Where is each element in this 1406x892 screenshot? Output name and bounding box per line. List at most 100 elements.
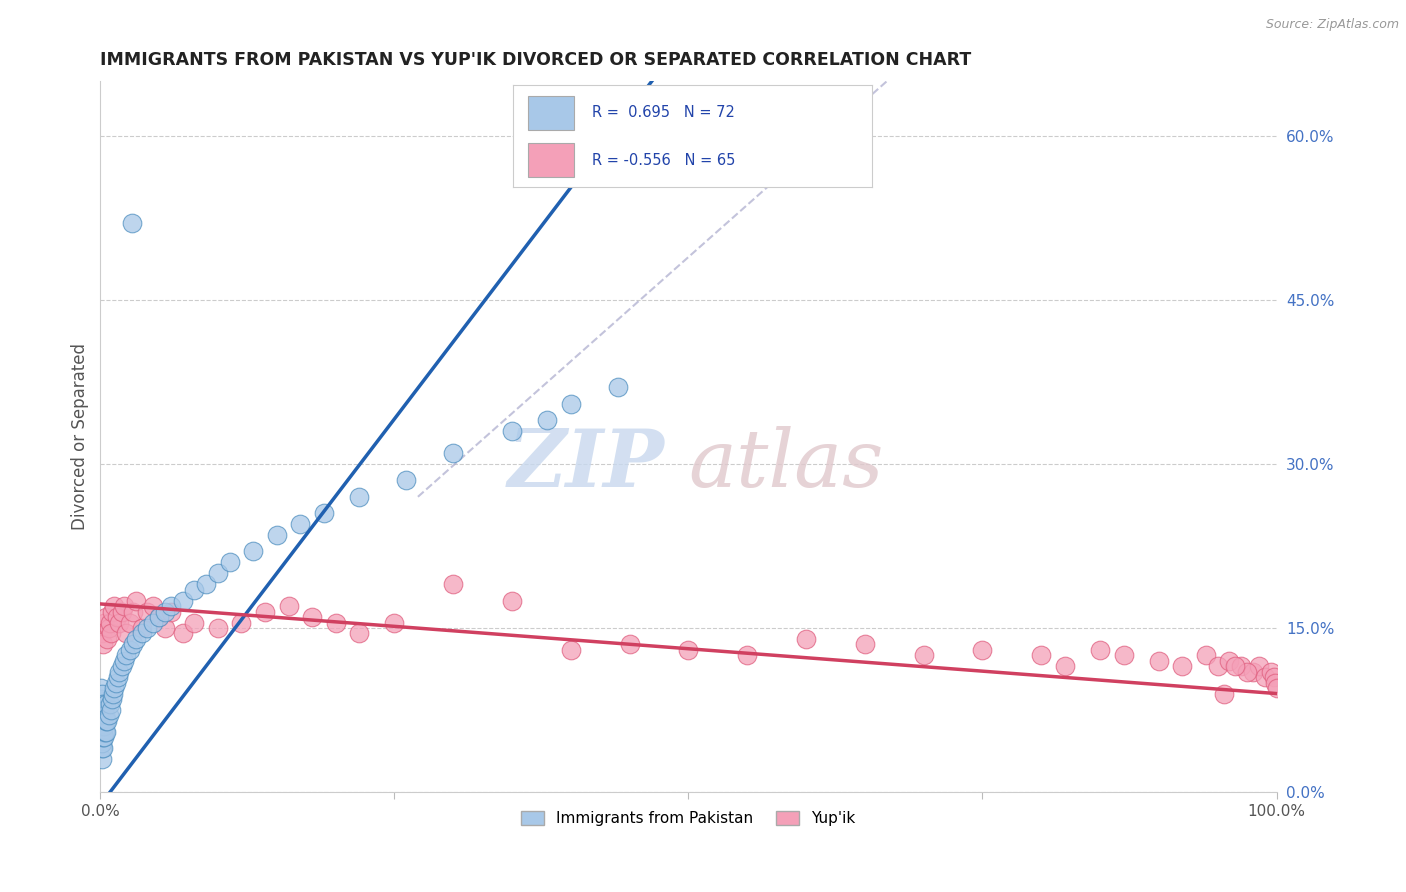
Point: [118, 643, 141, 657]
Point: [90, 687, 112, 701]
Point: [115, 626, 138, 640]
Point: [735, 648, 758, 663]
Point: [108, 665, 131, 679]
Point: [104, 675, 127, 690]
Point: [231, 615, 253, 630]
Point: [94, 708, 117, 723]
Point: [115, 648, 138, 663]
Point: [90, 736, 112, 750]
Text: ZIP: ZIP: [508, 426, 665, 504]
Point: [96, 610, 118, 624]
Point: [794, 632, 817, 646]
Point: [93, 703, 115, 717]
Point: [395, 474, 418, 488]
Point: [183, 582, 205, 597]
Text: R = -0.556   N = 65: R = -0.556 N = 65: [592, 153, 735, 168]
Point: [91, 708, 114, 723]
Point: [207, 566, 229, 581]
Point: [90, 714, 112, 728]
Y-axis label: Divorced or Separated: Divorced or Separated: [72, 343, 89, 530]
Point: [103, 687, 125, 701]
Point: [148, 610, 170, 624]
Point: [131, 621, 153, 635]
Point: [277, 599, 299, 613]
Point: [90, 741, 112, 756]
Point: [124, 593, 146, 607]
Point: [160, 599, 183, 613]
Point: [96, 714, 118, 728]
Point: [107, 670, 129, 684]
Point: [912, 648, 935, 663]
Point: [1218, 654, 1240, 668]
Point: [101, 605, 124, 619]
Point: [94, 724, 117, 739]
Point: [110, 659, 132, 673]
Point: [90, 703, 112, 717]
Point: [90, 724, 112, 739]
Point: [101, 692, 124, 706]
Point: [90, 681, 112, 695]
Text: IMMIGRANTS FROM PAKISTAN VS YUP'IK DIVORCED OR SEPARATED CORRELATION CHART: IMMIGRANTS FROM PAKISTAN VS YUP'IK DIVOR…: [100, 51, 972, 69]
Point: [312, 506, 335, 520]
Point: [972, 643, 994, 657]
Point: [1212, 687, 1234, 701]
Point: [90, 736, 112, 750]
Point: [93, 719, 115, 733]
Point: [100, 703, 122, 717]
Point: [90, 698, 112, 712]
Point: [91, 724, 114, 739]
Point: [91, 724, 114, 739]
Point: [1171, 659, 1194, 673]
Point: [98, 615, 121, 630]
Point: [90, 731, 112, 745]
Point: [301, 610, 323, 624]
Point: [118, 615, 141, 630]
Point: [148, 610, 170, 624]
Text: R =  0.695   N = 72: R = 0.695 N = 72: [592, 105, 735, 120]
Point: [103, 599, 125, 613]
Point: [97, 708, 120, 723]
Text: Source: ZipAtlas.com: Source: ZipAtlas.com: [1265, 18, 1399, 31]
Point: [1265, 681, 1288, 695]
Point: [90, 708, 112, 723]
Point: [93, 731, 115, 745]
Text: atlas: atlas: [689, 426, 884, 504]
Point: [325, 615, 347, 630]
Point: [122, 605, 145, 619]
Point: [96, 724, 118, 739]
Point: [183, 615, 205, 630]
Point: [1088, 643, 1111, 657]
Point: [619, 637, 641, 651]
Point: [136, 621, 159, 635]
Point: [91, 698, 114, 712]
Point: [253, 605, 276, 619]
Point: [124, 632, 146, 646]
Point: [90, 731, 112, 745]
Point: [172, 593, 194, 607]
Point: [110, 605, 132, 619]
Point: [91, 637, 114, 651]
Point: [90, 626, 112, 640]
Point: [112, 654, 135, 668]
Point: [266, 528, 288, 542]
Point: [384, 615, 406, 630]
Point: [136, 605, 159, 619]
Point: [90, 719, 112, 733]
Point: [142, 615, 165, 630]
Point: [91, 731, 114, 745]
Point: [1241, 665, 1264, 679]
Point: [172, 626, 194, 640]
Point: [501, 424, 523, 438]
Point: [90, 714, 112, 728]
Point: [153, 605, 176, 619]
Point: [90, 708, 112, 723]
Point: [121, 217, 143, 231]
Point: [536, 413, 558, 427]
Point: [1195, 648, 1218, 663]
Point: [91, 741, 114, 756]
Point: [1254, 670, 1277, 684]
Point: [122, 637, 145, 651]
Point: [207, 621, 229, 635]
Point: [131, 626, 153, 640]
Point: [91, 719, 114, 733]
